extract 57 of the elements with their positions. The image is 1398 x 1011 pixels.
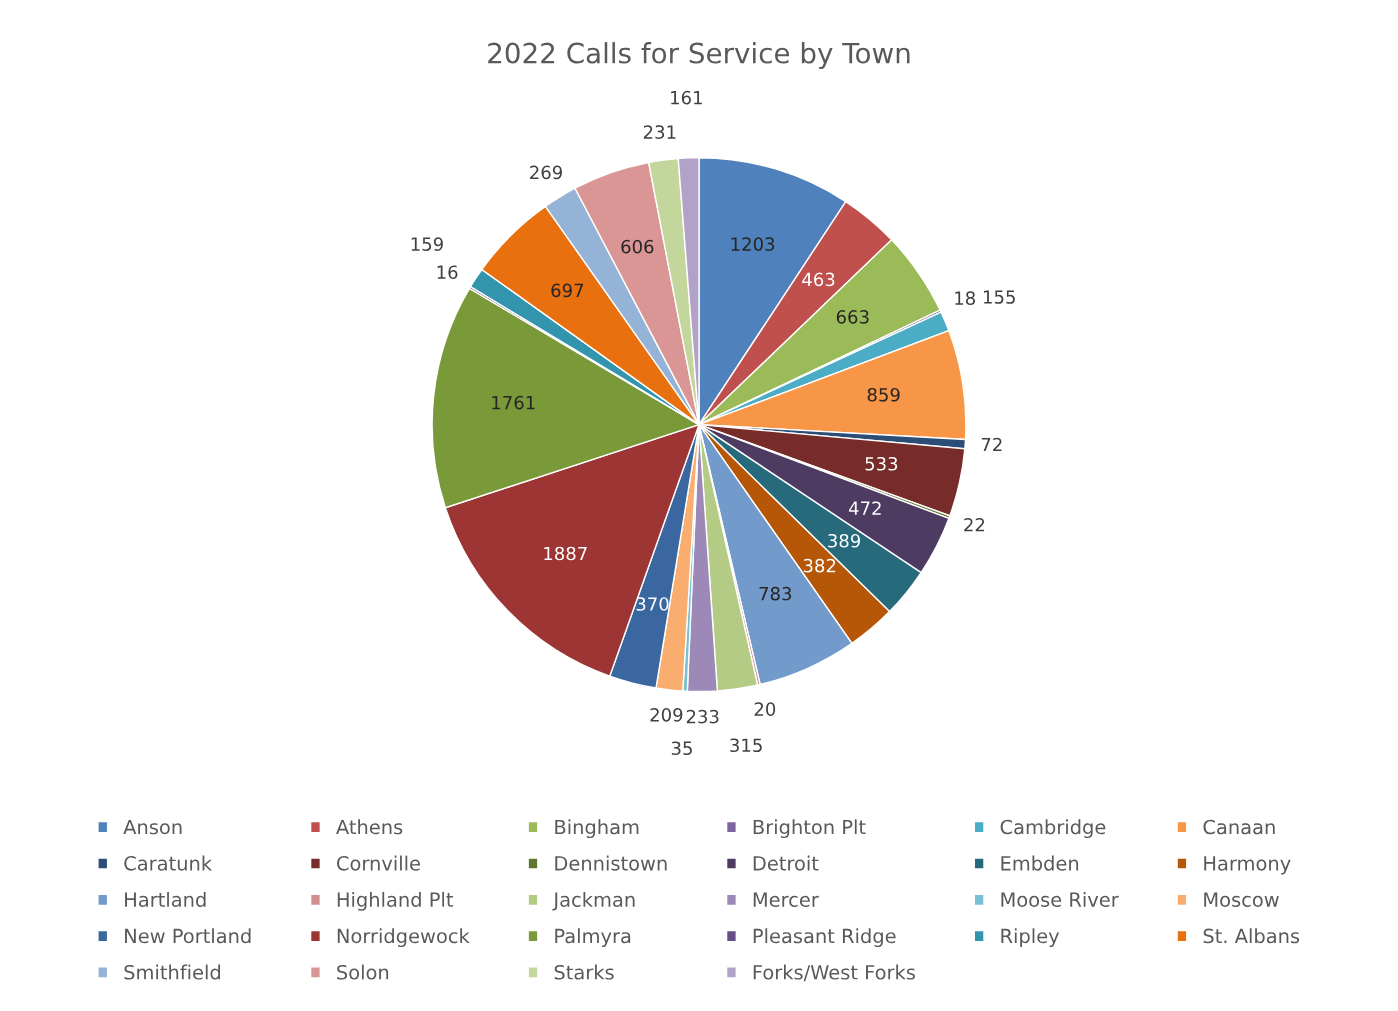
legend-label: New Portland	[125, 928, 251, 944]
legend-label: Solon	[337, 964, 389, 980]
data-label: 472	[848, 501, 881, 515]
data-label: 859	[867, 387, 900, 402]
data-label: 35	[671, 741, 692, 756]
data-label: 389	[828, 533, 861, 548]
legend-label: Caratunk	[124, 855, 213, 871]
legend-label: Moscow	[1204, 892, 1279, 907]
data-label: 161	[671, 90, 702, 105]
data-label: 533	[865, 456, 898, 471]
legend-label: Anson	[123, 819, 182, 835]
data-label: 1203	[731, 237, 775, 251]
legend-label: Moose River	[1001, 891, 1119, 907]
data-label: 315	[730, 738, 762, 753]
legend-label: Bingham	[555, 819, 639, 839]
data-label: 209	[650, 707, 683, 722]
legend-label: Norridgewock	[337, 928, 470, 948]
legend-label: Mercer	[753, 892, 819, 907]
legend-label: Athens	[336, 819, 403, 835]
legend-label: Cambridge	[1000, 819, 1106, 839]
legend-label: Cornville	[336, 855, 420, 871]
data-label: 22	[964, 517, 985, 532]
legend-label: Brighton Plt	[753, 819, 866, 839]
data-label: 159	[411, 237, 443, 251]
data-label: 783	[759, 586, 792, 601]
data-label: 663	[836, 310, 869, 324]
legend-label: Ripley	[1001, 928, 1060, 948]
legend-label: Forks/West Forks	[753, 964, 915, 982]
data-label: 697	[551, 283, 584, 298]
data-label: 1761	[492, 395, 535, 410]
data-label: 233	[686, 709, 719, 724]
data-label: 382	[803, 558, 836, 573]
legend-label: Palmyra	[555, 928, 631, 948]
data-label: 16	[437, 265, 458, 280]
legend-label: Canaan	[1203, 819, 1275, 835]
legend-label: Smithfield	[124, 964, 220, 980]
legend-label: Dennistown	[555, 855, 667, 871]
legend-label: Embden	[1001, 855, 1079, 871]
data-label: 606	[621, 239, 654, 254]
data-label: 72	[981, 437, 1002, 452]
legend-label: Harmony	[1204, 856, 1291, 875]
data-label: 155	[983, 290, 1015, 304]
legend-label: Hartland	[125, 891, 206, 907]
legend-label: Jackman	[552, 891, 635, 911]
legend-label: Starks	[554, 964, 614, 980]
legend-label: St. Albans	[1203, 928, 1300, 944]
data-label: 463	[802, 272, 835, 287]
data-label: 231	[643, 125, 676, 139]
data-label: 20	[754, 702, 776, 716]
legend-label: Pleasant Ridge	[753, 928, 896, 948]
legend-label: Detroit	[753, 855, 819, 871]
data-label: 18	[955, 291, 975, 305]
legend-label: Highland Plt	[337, 891, 454, 911]
data-label: 370	[636, 597, 669, 611]
chart-title: 2022 Calls for Service by Town	[488, 42, 910, 69]
data-label: 269	[530, 165, 562, 180]
data-label: 1887	[544, 546, 587, 561]
